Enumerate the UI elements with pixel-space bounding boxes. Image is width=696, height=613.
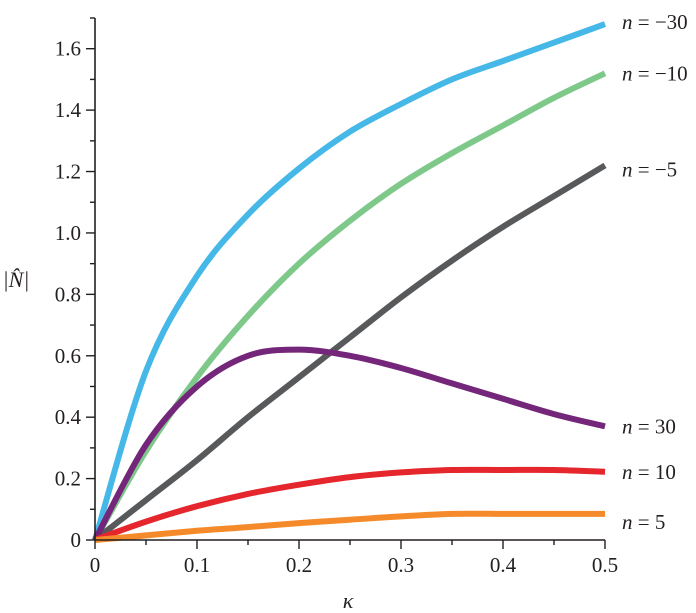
series-label-value: = 30 xyxy=(633,414,676,438)
y-tick-label: 1.4 xyxy=(55,98,82,122)
series-label-variable: n xyxy=(622,414,633,438)
x-tick-label: 0 xyxy=(90,553,101,577)
series-label: n = 10 xyxy=(622,460,676,484)
y-tick-label: 0.8 xyxy=(55,282,81,306)
series-label: n = −10 xyxy=(622,61,688,85)
series-layer xyxy=(92,21,607,543)
y-tick-label: 0 xyxy=(71,528,82,552)
series-label-variable: n xyxy=(622,510,633,534)
y-tick-label: 0.6 xyxy=(55,344,81,368)
x-tick-label: 0.4 xyxy=(490,553,517,577)
series-label-value: = 10 xyxy=(633,460,676,484)
y-tick-label: 1.2 xyxy=(55,160,81,184)
x-tick-label: 0.5 xyxy=(592,553,618,577)
y-tick-label: 1.6 xyxy=(55,37,81,61)
series-label: n = 5 xyxy=(622,510,665,534)
series-label-variable: n xyxy=(622,61,633,85)
x-tick-label: 0.3 xyxy=(388,553,414,577)
series-label-value: = −30 xyxy=(633,10,688,34)
series-line xyxy=(93,466,606,543)
series-label-value: = −5 xyxy=(633,157,678,181)
y-tick-label: 0.4 xyxy=(55,405,82,429)
series-label-variable: n xyxy=(622,460,633,484)
series-line xyxy=(93,162,607,543)
series-label: n = −5 xyxy=(622,157,677,181)
series-label: n = −30 xyxy=(622,10,688,34)
series-line xyxy=(92,346,606,542)
x-axis-title: κ xyxy=(343,588,354,613)
series-line xyxy=(92,21,607,541)
y-tick-label: 0.2 xyxy=(55,467,81,491)
axes-layer: 0 0.1 0.2 0.3 0.4 0.5 0 0.2 0.4 0.6 0.8 1.0 1.2 1.4 1.… xyxy=(55,17,618,577)
x-tick-label: 0.1 xyxy=(184,553,210,577)
series-label: n = 30 xyxy=(622,414,676,438)
series-line xyxy=(94,510,605,543)
y-axis-title: |N̂| xyxy=(3,267,30,292)
series-label-variable: n xyxy=(622,10,633,34)
series-labels-layer: n = −30n = −10n = −5n = 30n = 10n = 5 xyxy=(622,10,688,534)
x-tick-label: 0.2 xyxy=(286,553,312,577)
series-label-value: = 5 xyxy=(633,510,666,534)
series-label-variable: n xyxy=(622,157,633,181)
series-label-value: = −10 xyxy=(633,61,688,85)
y-tick-label: 1.0 xyxy=(55,221,81,245)
